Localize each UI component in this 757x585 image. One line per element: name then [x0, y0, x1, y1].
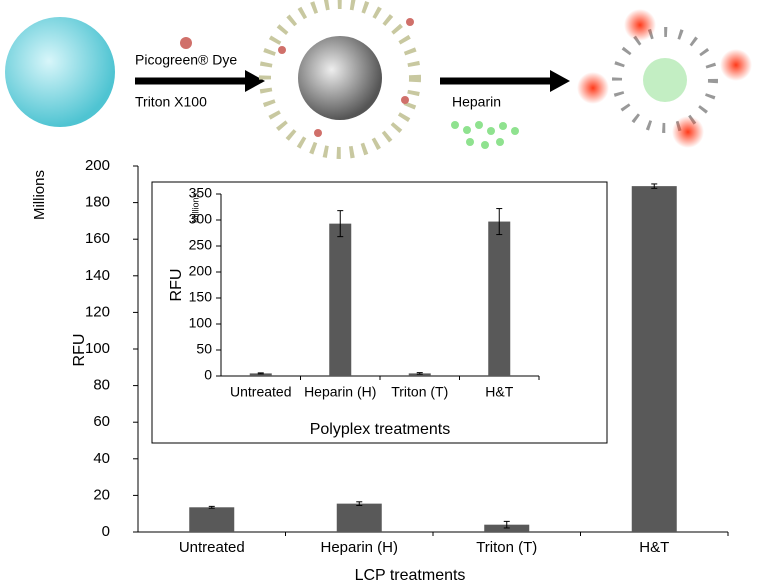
arrow-head	[550, 70, 570, 92]
x-axis-label: LCP treatments	[355, 567, 466, 584]
y-tick-label: 350	[189, 185, 213, 201]
y-tick-label: 100	[85, 340, 110, 357]
dye-glow	[720, 49, 752, 81]
y-tick-label: 100	[189, 315, 213, 331]
y-tick-label: 120	[85, 303, 110, 320]
arrow-head	[245, 70, 265, 92]
y-unit-label: Millions	[31, 170, 48, 220]
y-tick-label: 200	[85, 157, 110, 174]
y-tick-label: 60	[93, 413, 110, 430]
core	[298, 36, 382, 120]
x-tick-label: Untreated	[179, 539, 245, 556]
x-tick-label: Triton (T)	[476, 539, 537, 556]
bar	[488, 221, 511, 376]
y-tick-label: 250	[189, 237, 213, 253]
x-tick-label: Triton (T)	[391, 384, 448, 400]
y-tick-label: 0	[102, 523, 110, 540]
x-tick-label: Heparin (H)	[304, 384, 376, 400]
schematic-label: Triton X100	[135, 94, 207, 110]
y-tick-label: 80	[93, 377, 110, 394]
lipid-shell	[259, 0, 421, 159]
y-tick-label: 200	[189, 263, 213, 279]
x-axis-label: Polyplex treatments	[310, 421, 451, 438]
y-tick-label: 180	[85, 194, 110, 211]
x-tick-label: Untreated	[230, 384, 291, 400]
dye-glow	[624, 9, 656, 41]
bar	[336, 503, 382, 532]
y-unit-label: Millions	[190, 193, 200, 224]
y-tick-label: 300	[189, 211, 213, 227]
heparin-chain	[451, 121, 519, 149]
schematic-label: Heparin	[452, 94, 501, 110]
dye-dot	[406, 18, 414, 26]
released-shell	[612, 27, 718, 133]
schematic-label: Picogreen® Dye	[135, 52, 237, 68]
bar	[408, 373, 431, 376]
inset-frame	[151, 181, 608, 444]
x-tick-label: H&T	[485, 384, 513, 400]
y-tick-label: 20	[93, 486, 110, 503]
y-axis-label: RFU	[168, 269, 185, 302]
bar	[631, 186, 677, 532]
x-tick-label: H&T	[639, 539, 669, 556]
released-core	[643, 58, 687, 102]
y-tick-label: 0	[204, 367, 212, 383]
bar	[189, 507, 235, 532]
y-tick-label: 150	[189, 289, 213, 305]
y-tick-label: 40	[93, 450, 110, 467]
bar	[329, 223, 352, 376]
dye-glow	[577, 72, 609, 104]
dye-glow	[672, 116, 704, 148]
dye-dot	[401, 96, 409, 104]
y-tick-label: 50	[196, 341, 212, 357]
lcp-particle	[5, 17, 115, 127]
y-tick-label: 160	[85, 230, 110, 247]
y-axis-label: RFU	[71, 334, 88, 367]
x-tick-label: Heparin (H)	[320, 539, 398, 556]
bar	[249, 373, 272, 376]
dye-dot	[278, 46, 286, 54]
dye-dot	[314, 129, 322, 137]
dye-dot	[180, 37, 192, 49]
schematic: Picogreen® Dye Triton X100 Heparin	[5, 0, 752, 159]
y-tick-label: 140	[85, 267, 110, 284]
